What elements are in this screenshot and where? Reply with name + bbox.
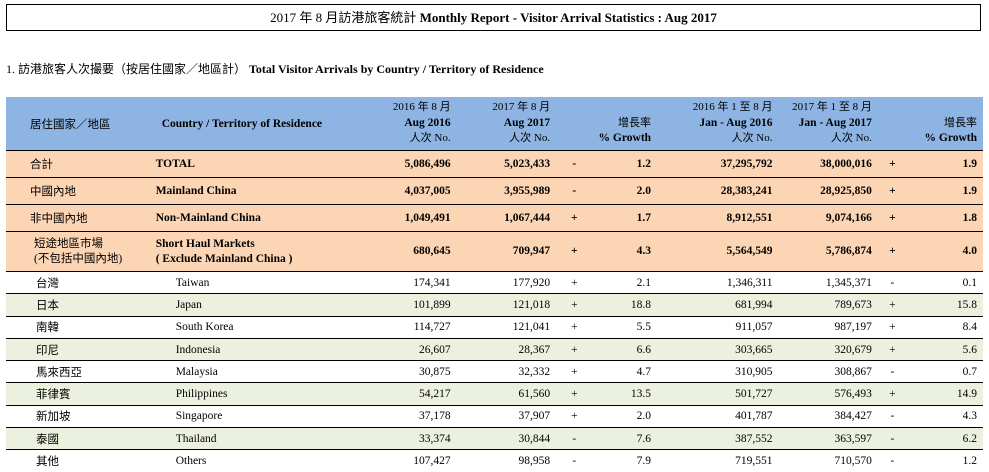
- visitor-arrivals-table: 居住國家／地區 Country / Territory of Residence…: [6, 97, 983, 472]
- table-row: 日本 Japan 101,899 121,018 +18.8 681,994 789,…: [6, 293, 983, 317]
- header-growth-1: 增長率% Growth: [592, 97, 658, 151]
- table-row: 南韓 South Korea 114,727 121,041 +5.5 911,05…: [6, 315, 983, 339]
- summary-row-short-haul: 短途地區市場 (不包括中國內地) Short Haul Markets( Excl…: [6, 231, 983, 272]
- table-row: 新加坡 Singapore 37,178 37,907 +2.0 401,787 38…: [6, 404, 983, 428]
- table-row: 印尼 Indonesia 26,607 28,367 +6.6 303,665 320…: [6, 337, 983, 361]
- header-aug-2016: 2016 年 8 月 Aug 2016 人次 No.: [357, 97, 457, 151]
- report-title-en: Monthly Report - Visitor Arrival Statist…: [419, 10, 717, 25]
- summary-row-mainland: 中國內地 Mainland China 4,037,005 3,955,989 …: [6, 177, 983, 205]
- section-heading: 1. 訪港旅客人次撮要（按居住國家／地區計） Total Visitor Arr…: [6, 60, 544, 77]
- section-heading-zh: 1. 訪港旅客人次撮要（按居住國家／地區計）: [6, 62, 247, 76]
- table-row: 泰國 Thailand 33,374 30,844 -7.6 387,552 363,…: [6, 427, 983, 450]
- table-row: 馬來西亞 Malaysia 30,875 32,332 +4.7 310,905 30…: [6, 360, 983, 383]
- header-jan-aug-2017: 2017 年 1 至 8 月 Jan - Aug 2017 人次 No.: [778, 97, 878, 151]
- summary-row-non-mainland: 非中國內地 Non-Mainland China 1,049,491 1,067…: [6, 204, 983, 232]
- summary-row-total: 合計 TOTAL 5,086,496 5,023,433 - 1.2 37,29…: [6, 150, 983, 178]
- header-aug-2017: 2017 年 8 月 Aug 2017 人次 No.: [456, 97, 557, 151]
- header-country-zh: 居住國家／地區: [6, 97, 132, 151]
- header-jan-aug-2016: 2016 年 1 至 8 月 Jan - Aug 2016 人次 No.: [657, 97, 779, 151]
- report-title-zh: 2017 年 8 月訪港旅客統計: [270, 10, 417, 25]
- section-heading-en: Total Visitor Arrivals by Country / Terr…: [249, 62, 544, 76]
- header-growth-2: 增長率% Growth: [906, 97, 983, 151]
- header-country-en: Country / Territory of Residence: [131, 97, 358, 151]
- table-row: 菲律賓 Philippines 54,217 61,560 +13.5 501,72…: [6, 382, 983, 406]
- report-title: 2017 年 8 月訪港旅客統計 Monthly Report - Visito…: [6, 4, 981, 31]
- table-header-row: 居住國家／地區 Country / Territory of Residence…: [6, 97, 983, 151]
- table-row: 台灣 Taiwan 174,341 177,920 +2.1 1,346,311 1,…: [6, 270, 983, 294]
- table-row: 其他 Others 107,427 98,958 -7.9 719,551 710,5…: [6, 449, 983, 472]
